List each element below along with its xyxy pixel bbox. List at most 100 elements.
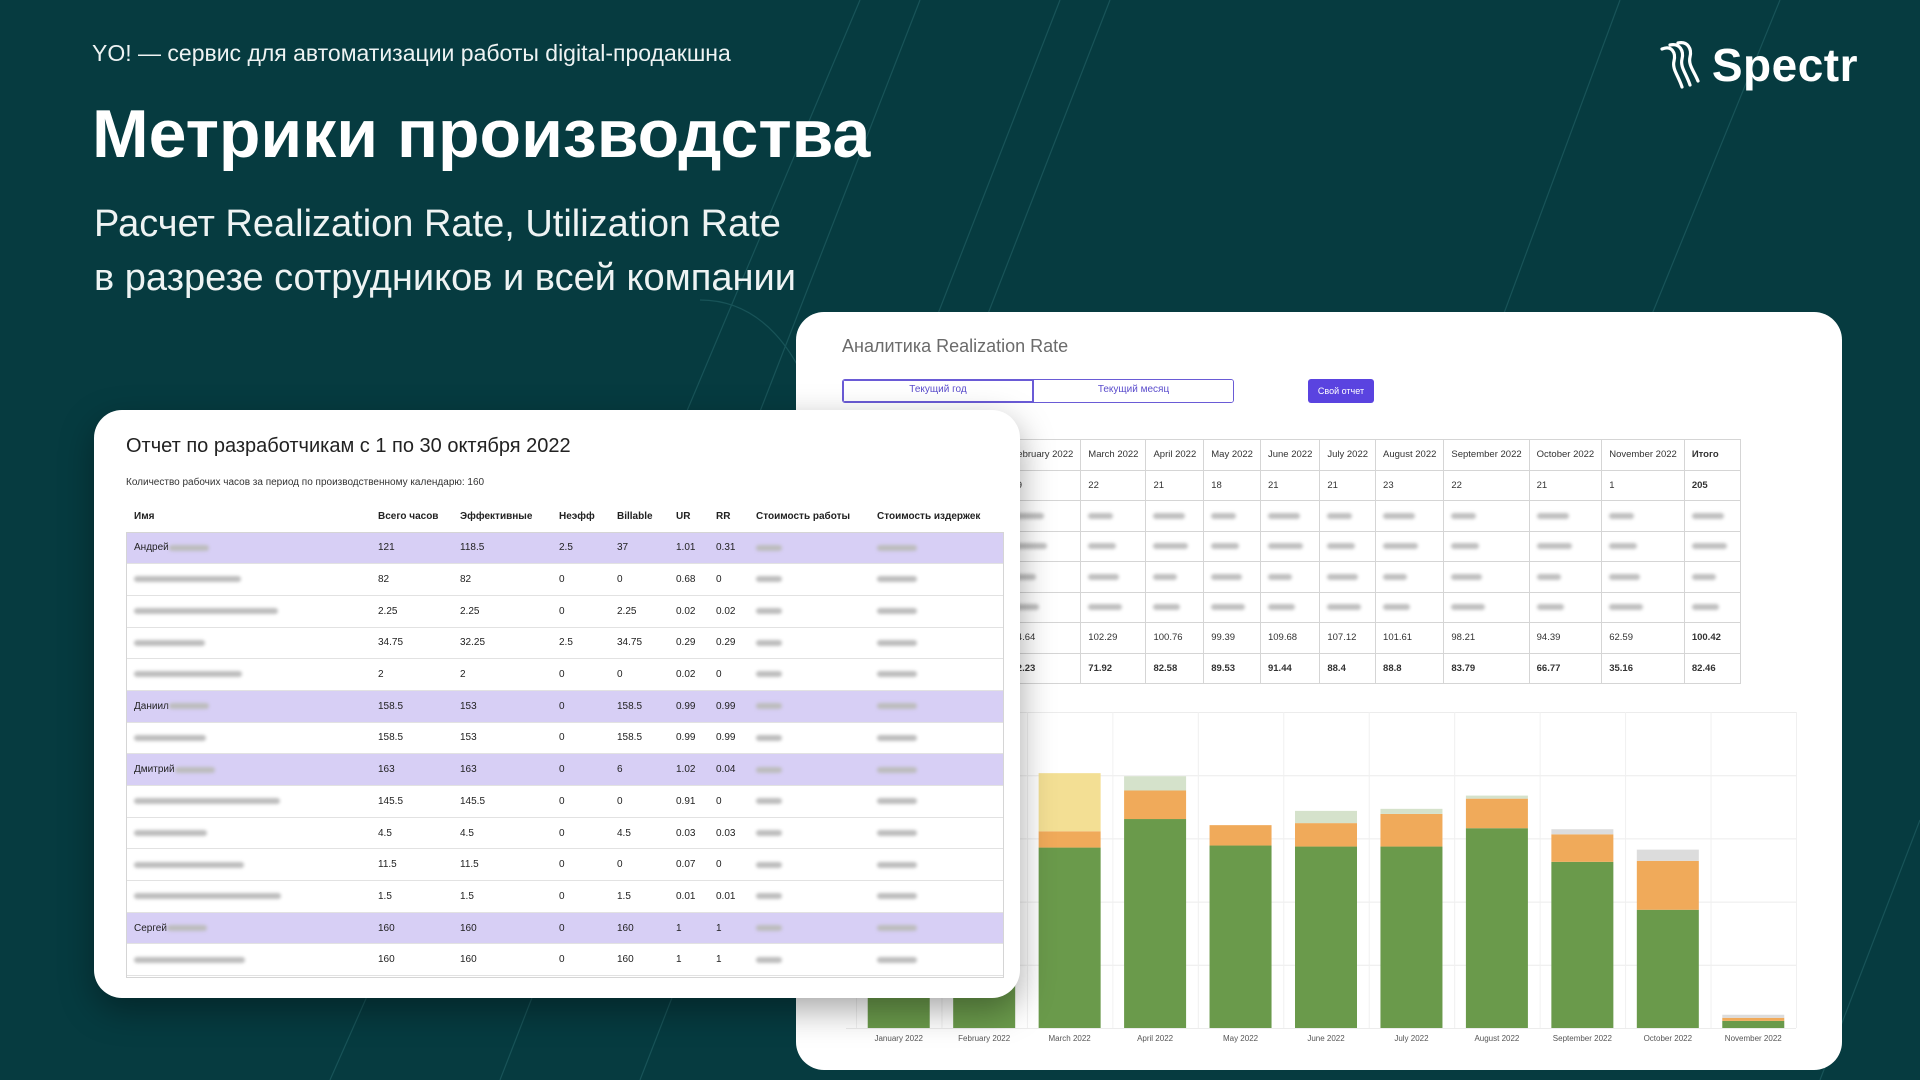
table-cell — [748, 627, 869, 660]
chart-bar-segment[interactable] — [1551, 861, 1614, 1028]
custom-report-button[interactable]: Свой отчет — [1308, 379, 1374, 403]
table-cell — [869, 595, 1004, 628]
redacted-value — [877, 608, 917, 615]
chart-bar-segment[interactable] — [1038, 847, 1101, 1028]
chart-bar-segment[interactable] — [1124, 819, 1187, 1028]
chart-bar-segment[interactable] — [1038, 773, 1101, 832]
month-header: May 2022 — [1203, 439, 1261, 471]
chart-bar-segment[interactable] — [1038, 831, 1101, 848]
table-cell: 0.01 — [708, 880, 748, 913]
table-row[interactable]: 158.5 153 0 158.5 0.99 0.99 — [126, 722, 1004, 755]
chart-bar-segment[interactable] — [1636, 860, 1699, 910]
redacted-value — [1011, 543, 1047, 550]
table-cell: 0 — [551, 848, 609, 882]
table-cell — [1683, 561, 1741, 593]
chart-bar-segment[interactable] — [1209, 845, 1272, 1028]
table-cell: 0.03 — [668, 817, 708, 850]
table-cell: 1.01 — [668, 532, 708, 565]
table-cell: 2 — [452, 658, 551, 691]
chart-bar-segment[interactable] — [1295, 810, 1357, 824]
table-cell: 4.5 — [609, 817, 668, 850]
table-row[interactable]: 4.5 4.5 0 4.5 0.03 0.03 — [126, 817, 1004, 850]
column-header-overhead-cost[interactable]: Стоимость издержек — [869, 501, 1004, 533]
page-title: Метрики производства — [92, 96, 871, 172]
chart-bar-segment[interactable] — [1722, 1017, 1785, 1021]
table-cell: 0.68 — [668, 563, 708, 596]
table-cell — [1443, 500, 1530, 532]
column-header-effective[interactable]: Эффективные — [452, 501, 551, 533]
chart-bar-segment[interactable] — [1295, 846, 1357, 1028]
table-cell: 121 — [370, 532, 452, 565]
table-cell: 101.61 — [1375, 622, 1445, 654]
subtitle-line-2: в разрезе сотрудников и всей компании — [94, 257, 796, 299]
column-header-noneff[interactable]: Неэфф — [551, 501, 609, 533]
table-row[interactable]: 82 82 0 0 0.68 0 — [126, 563, 1004, 596]
table-row[interactable]: 1.5 1.5 0 1.5 0.01 0.01 — [126, 880, 1004, 913]
chart-bar-segment[interactable] — [1380, 813, 1443, 847]
table-cell — [869, 722, 1004, 755]
chart-bar-segment[interactable] — [1380, 808, 1443, 814]
chart-bar-segment[interactable] — [1465, 828, 1528, 1028]
column-header-name[interactable]: Имя — [126, 501, 370, 533]
table-cell: 0 — [551, 912, 609, 945]
column-header-ur[interactable]: UR — [668, 501, 708, 533]
table-row[interactable]: Дмитрий 163 163 0 6 1.02 0.04 — [126, 753, 1004, 786]
chart-bar-segment[interactable] — [1124, 790, 1187, 820]
page-subtitle: Расчет Realization Rate, Utilization Rat… — [94, 197, 796, 305]
table-row[interactable]: 2 2 0 0 0.02 0 — [126, 658, 1004, 691]
table-row[interactable]: 145.5 145.5 0 0 0.91 0 — [126, 785, 1004, 818]
realization-table: 2 February 2022 March 2022 April 2022 Ma… — [984, 439, 1741, 684]
table-cell: 0.31 — [708, 532, 748, 565]
month-header: November 2022 — [1601, 439, 1685, 471]
table-cell — [869, 690, 1004, 723]
chart-bar-segment[interactable] — [1465, 795, 1528, 799]
table-cell — [126, 785, 370, 818]
table-cell: 0 — [708, 658, 748, 691]
redacted-value — [1088, 573, 1120, 580]
table-cell: 82.58 — [1145, 652, 1205, 684]
table-row[interactable]: 34.75 32.25 2.5 34.75 0.29 0.29 — [126, 627, 1004, 660]
tab-current-year[interactable]: Текущий год — [843, 380, 1033, 402]
chart-bar-segment[interactable] — [1722, 1014, 1785, 1018]
table-row[interactable]: Даниил 158.5 153 0 158.5 0.99 0.99 — [126, 690, 1004, 723]
redacted-value — [756, 893, 782, 900]
redacted-value — [756, 544, 782, 551]
tab-current-month[interactable]: Текущий месяц — [1033, 380, 1233, 402]
chart-bar-segment[interactable] — [1380, 846, 1443, 1028]
chart-bar-segment[interactable] — [1551, 829, 1614, 835]
column-header-billable[interactable]: Billable — [609, 501, 668, 533]
table-row[interactable]: 160 160 0 160 1 1 — [126, 943, 1004, 977]
table-cell: 82.46 — [1683, 652, 1741, 684]
table-cell: 0.29 — [708, 627, 748, 660]
subtitle-line-1: Расчет Realization Rate, Utilization Rat… — [94, 203, 781, 245]
chart-bar-segment[interactable] — [1209, 825, 1272, 846]
column-header-rr[interactable]: RR — [708, 501, 748, 533]
table-header-row: 2 February 2022 March 2022 April 2022 Ma… — [984, 439, 1741, 471]
table-cell: 0 — [551, 722, 609, 755]
chart-bar-segment[interactable] — [1636, 909, 1699, 1028]
table-cell — [1683, 500, 1741, 532]
chart-bar-segment[interactable] — [1295, 823, 1357, 847]
x-tick-label: February 2022 — [958, 1034, 1011, 1043]
chart-bar-segment[interactable] — [1465, 798, 1528, 829]
table-cell: 160 — [452, 943, 551, 977]
chart-bar-segment[interactable] — [1722, 1020, 1785, 1028]
table-cell: 107.12 — [1319, 622, 1377, 654]
column-header-total[interactable]: Всего часов — [370, 501, 452, 533]
table-row[interactable]: Сергей 160 160 0 160 1 1 — [126, 912, 1004, 945]
table-row[interactable]: 2.25 2.25 0 2.25 0.02 0.02 — [126, 595, 1004, 628]
chart-bar-segment[interactable] — [1551, 834, 1614, 862]
redacted-value — [1327, 573, 1359, 580]
column-header-work-cost[interactable]: Стоимость работы — [748, 501, 869, 533]
x-tick-label: May 2022 — [1223, 1034, 1259, 1043]
table-row[interactable]: 11.5 11.5 0 0 0.07 0 — [126, 848, 1004, 882]
redacted-value — [168, 703, 209, 710]
table-cell: 145.5 — [452, 785, 551, 818]
table-row[interactable]: Андрей 121 118.5 2.5 37 1.01 0.31 — [126, 532, 1004, 565]
chart-bar-segment[interactable] — [1636, 849, 1699, 861]
spectr-logo-icon — [1660, 41, 1700, 89]
chart-bar-segment[interactable] — [1124, 776, 1187, 791]
table-cell: 94.39 — [1528, 622, 1603, 654]
table-cell — [1375, 561, 1445, 593]
month-header: October 2022 — [1528, 439, 1603, 471]
